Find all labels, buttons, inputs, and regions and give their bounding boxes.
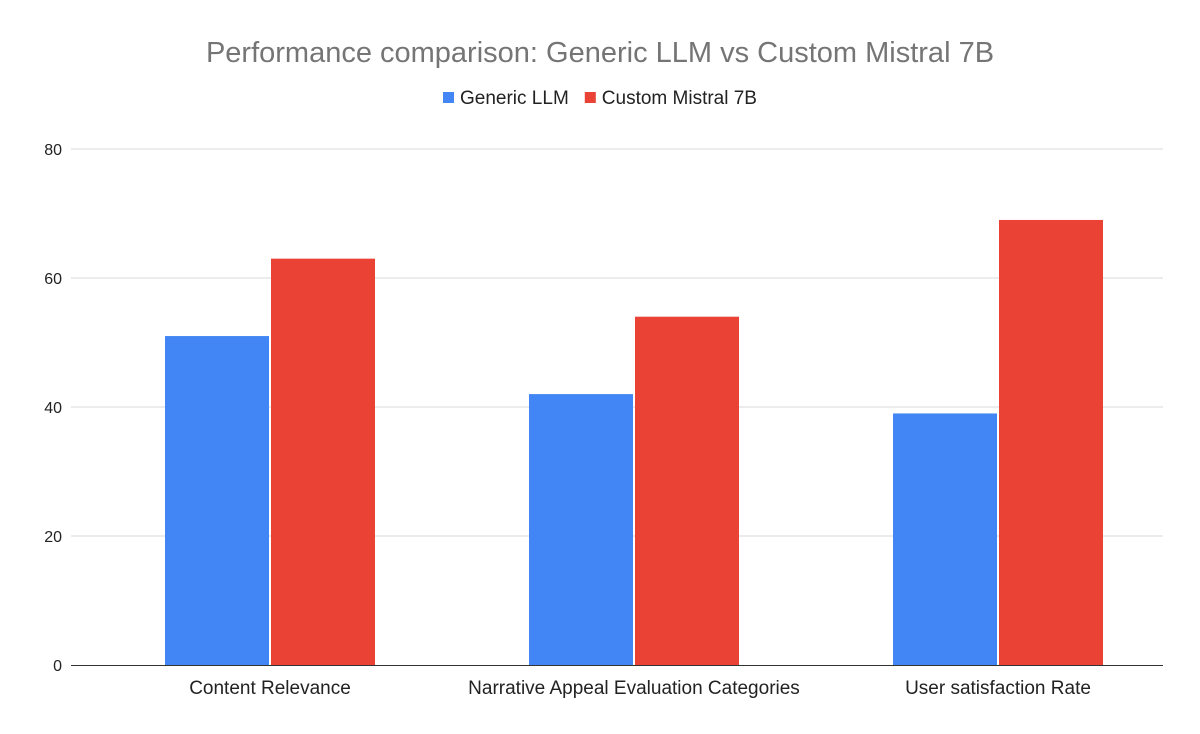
legend-label-custom-mistral-7b: Custom Mistral 7B: [602, 88, 757, 109]
y-tick-label: 80: [44, 142, 62, 159]
legend-swatch-custom-mistral-7b: [584, 92, 596, 103]
y-tick-label: 60: [44, 271, 62, 288]
bar-custom-mistral-7b-user-satisfaction-rate: [999, 219, 1103, 665]
y-axis-tick-labels: 0 20 40 60 80: [44, 142, 62, 675]
category-label-user-satisfaction-rate: User satisfaction Rate: [905, 678, 1091, 699]
category-label-content-relevance: Content Relevance: [189, 678, 351, 699]
legend-swatch-generic-llm: [443, 92, 455, 103]
y-tick-label: 40: [44, 400, 62, 417]
chart-title: Performance comparison: Generic LLM vs C…: [206, 37, 994, 69]
x-axis-category-labels: Content Relevance Narrative Appeal Evalu…: [189, 678, 1091, 699]
bar-generic-llm-narrative-appeal-evaluation-categories: [529, 394, 633, 665]
legend-label-generic-llm: Generic LLM: [460, 88, 569, 109]
y-tick-label: 20: [44, 529, 62, 546]
category-label-narrative-appeal-evaluation-categories: Narrative Appeal Evaluation Categories: [468, 678, 800, 699]
bar-custom-mistral-7b-content-relevance: [271, 258, 375, 665]
chart-legend: Generic LLM Custom Mistral 7B: [443, 88, 757, 109]
bar-generic-llm-content-relevance: [165, 336, 269, 665]
bars: [165, 219, 1103, 665]
bar-generic-llm-user-satisfaction-rate: [893, 413, 997, 665]
y-tick-label: 0: [53, 658, 62, 675]
bar-custom-mistral-7b-narrative-appeal-evaluation-categories: [635, 316, 739, 665]
